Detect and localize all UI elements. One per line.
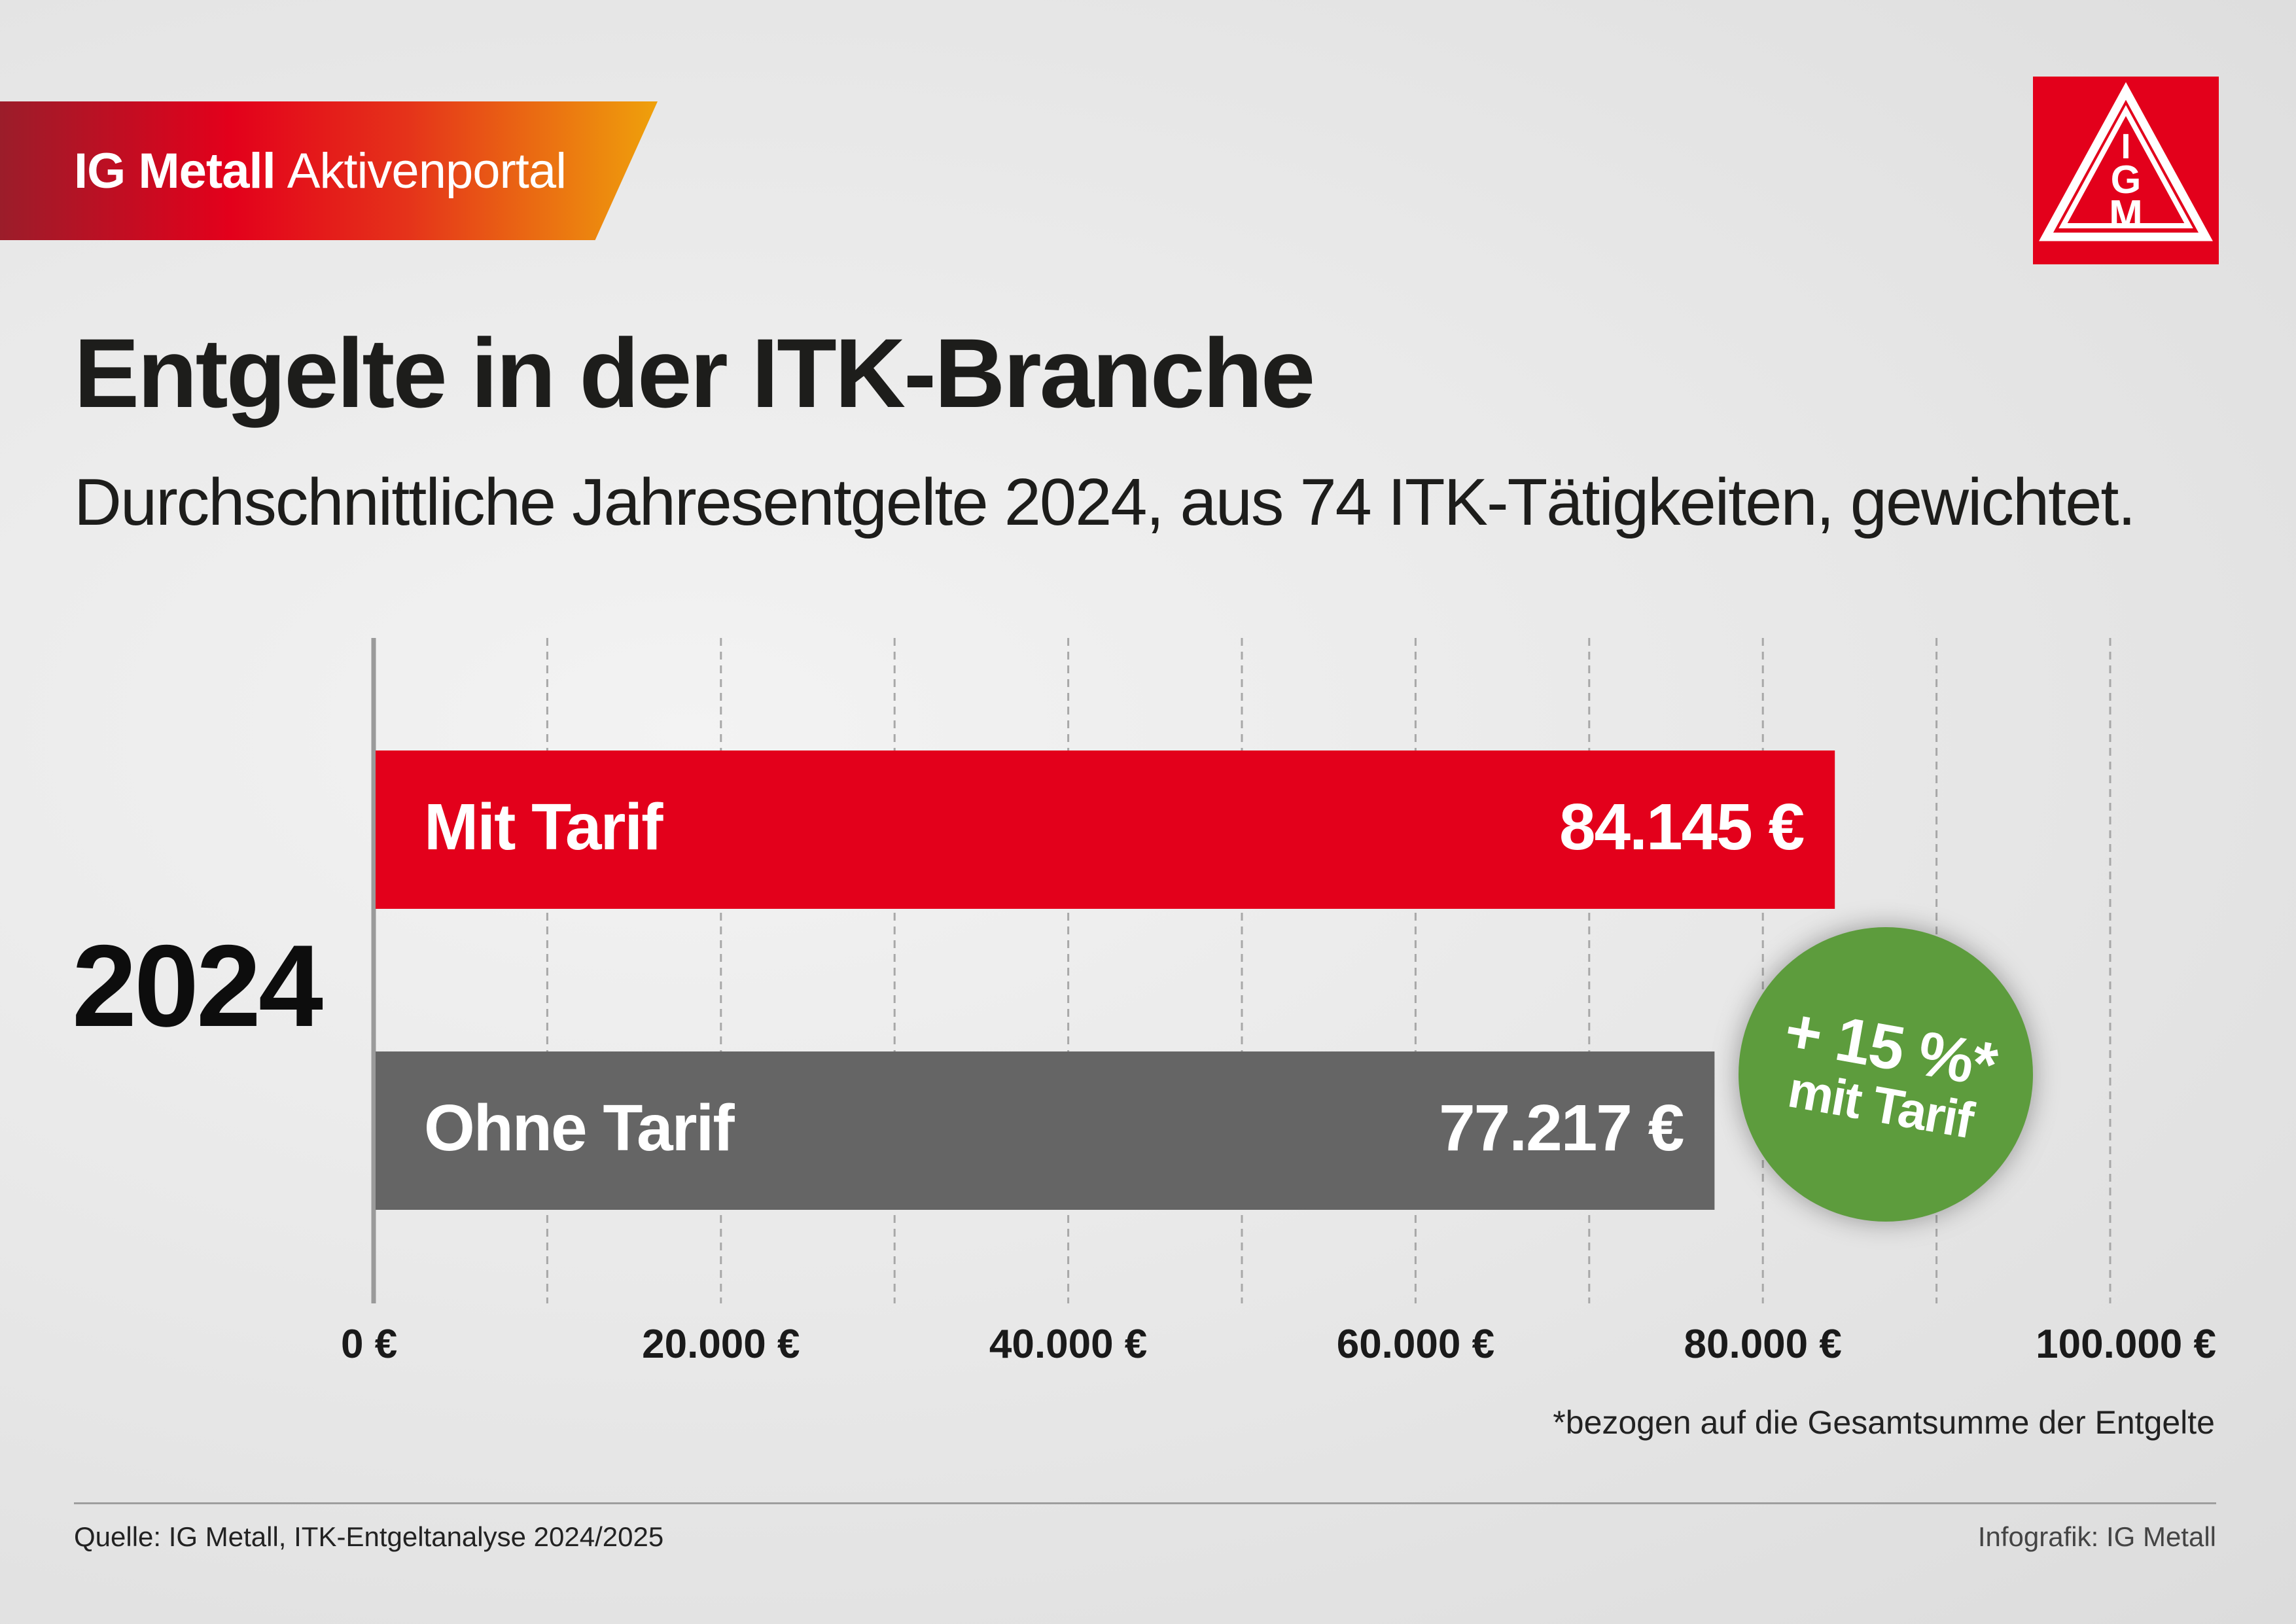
- bar-ohne-tarif: [376, 1051, 1715, 1210]
- brand-banner: [0, 101, 658, 240]
- source-note: Quelle: IG Metall, ITK-Entgeltanalyse 20…: [74, 1521, 664, 1552]
- credit-note: Infografik: IG Metall: [1977, 1521, 2216, 1552]
- x-tick-label: 80.000 €: [1684, 1322, 1842, 1367]
- logo-letter-g: G: [2111, 158, 2142, 202]
- bar-mit-tarif: [376, 750, 1835, 909]
- x-tick-label: 20.000 €: [642, 1322, 800, 1367]
- x-tick-label: 0 €: [341, 1322, 397, 1367]
- bars: Mit Tarif 84.145 € Ohne Tarif 77.217 €: [376, 750, 1835, 1210]
- footnote: *bezogen auf die Gesamtsumme der Entgelt…: [1553, 1404, 2215, 1441]
- difference-badge: + 15 %* mit Tarif: [1739, 927, 2033, 1222]
- bar-category-label: Mit Tarif: [424, 790, 663, 864]
- x-tick-label: 60.000 €: [1337, 1322, 1494, 1367]
- bar-value-label: 84.145 €: [1559, 790, 1804, 864]
- page-title: Entgelte in der ITK-Branche: [74, 318, 1315, 428]
- logo-letter-m: M: [2109, 192, 2143, 238]
- bar-category-label: Ohne Tarif: [424, 1091, 735, 1165]
- bar-value-label: 77.217 €: [1439, 1091, 1684, 1165]
- x-tick-label: 40.000 €: [989, 1322, 1147, 1367]
- group-label-year: 2024: [72, 921, 323, 1051]
- footer-divider: [74, 1502, 2216, 1504]
- brand-name-light: Aktivenportal: [287, 143, 567, 199]
- brand-name: IG Metall Aktivenportal: [74, 143, 567, 199]
- logo-letter-i: I: [2121, 127, 2130, 166]
- ig-metall-logo: I G M: [2033, 77, 2219, 264]
- x-tick-labels: 0 € 20.000 € 40.000 € 60.000 € 80.000 € 100.0…: [341, 1322, 2216, 1367]
- x-tick-label: 100.000 €: [2036, 1322, 2216, 1367]
- brand-name-bold: IG Metall: [74, 143, 276, 199]
- page-subtitle: Durchschnittliche Jahresentgelte 2024, a…: [74, 466, 2136, 539]
